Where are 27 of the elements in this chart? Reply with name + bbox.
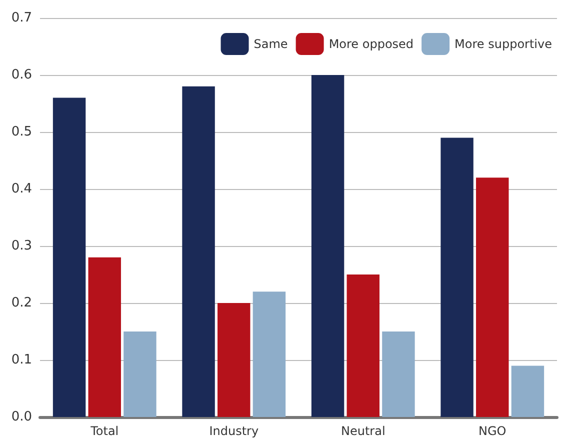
y-tick-label: 0.7 <box>11 10 32 26</box>
bar <box>218 303 250 417</box>
legend-label: Same <box>254 37 288 51</box>
bar <box>124 332 156 417</box>
x-tick-label: Total <box>90 424 119 438</box>
y-tick-label: 0.0 <box>11 410 32 424</box>
y-tick-label: 0.1 <box>11 352 32 368</box>
bar <box>182 86 215 417</box>
y-tick-label: 0.4 <box>11 182 32 196</box>
bar <box>311 75 344 417</box>
x-tick-label: NGO <box>478 424 506 438</box>
bar <box>440 138 474 417</box>
bar <box>511 366 544 417</box>
legend-label: More opposed <box>328 37 414 51</box>
bar <box>52 98 86 417</box>
bar <box>346 274 380 417</box>
y-tick-label: 0.2 <box>11 296 32 310</box>
bar <box>382 332 415 417</box>
x-tick-label: Neutral <box>340 424 386 438</box>
bar <box>88 257 121 417</box>
y-tick-label: 0.6 <box>11 68 32 82</box>
y-tick-label: 0.5 <box>11 124 32 140</box>
bar <box>252 292 286 417</box>
bar <box>476 178 509 417</box>
legend-label: More supportive <box>454 37 552 51</box>
y-tick-label: 0.3 <box>11 238 32 254</box>
x-tick-label: Industry <box>209 424 259 438</box>
